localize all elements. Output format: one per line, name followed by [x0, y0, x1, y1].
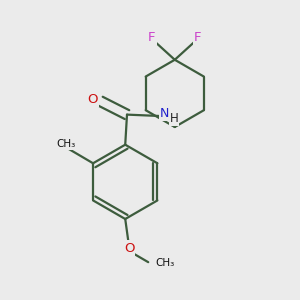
- Text: F: F: [148, 31, 155, 44]
- Text: O: O: [124, 242, 134, 254]
- Text: H: H: [170, 112, 178, 125]
- Text: F: F: [194, 31, 202, 44]
- Text: N: N: [160, 107, 170, 120]
- Text: CH₃: CH₃: [56, 139, 76, 149]
- Text: O: O: [87, 93, 98, 106]
- Text: CH₃: CH₃: [155, 258, 175, 268]
